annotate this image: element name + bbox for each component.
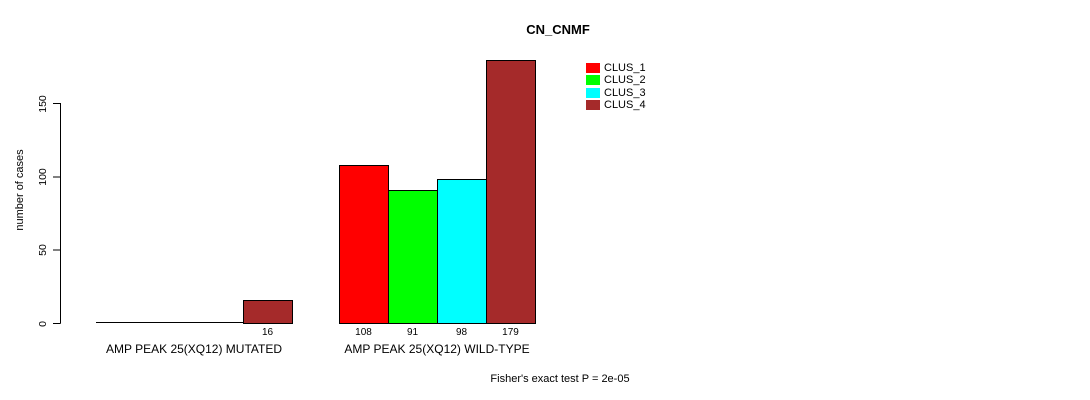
y-axis-label: number of cases xyxy=(14,149,26,231)
bar-clus_1-group2 xyxy=(339,165,389,324)
annotation-text: Fisher's exact test P = 2e-05 xyxy=(490,373,630,385)
legend-label: CLUS_4 xyxy=(604,99,646,112)
legend-label: CLUS_2 xyxy=(604,74,646,87)
legend-label: CLUS_3 xyxy=(604,86,646,99)
legend-label: CLUS_1 xyxy=(604,62,646,75)
bar-value-label: 179 xyxy=(502,327,519,338)
legend-swatch-icon xyxy=(586,87,600,98)
legend-item-clus_2: CLUS_2 xyxy=(586,74,646,86)
bar-value-label: 108 xyxy=(355,327,372,338)
bar-clus_4-group1 xyxy=(243,300,293,324)
bar-value-label: 98 xyxy=(455,327,468,338)
y-tick-label: 0 xyxy=(37,320,49,327)
legend-item-clus_1: CLUS_1 xyxy=(586,62,646,74)
legend-swatch-icon xyxy=(586,100,600,111)
bar-clus_3-group2 xyxy=(437,179,487,324)
category-label-mutated: AMP PEAK 25(XQ12) MUTATED xyxy=(105,342,283,356)
legend: CLUS_1 CLUS_2 CLUS_3 CLUS_4 xyxy=(586,62,646,111)
y-tick-label: 100 xyxy=(37,168,49,186)
legend-item-clus_3: CLUS_3 xyxy=(586,87,646,99)
bar-clus_2-group2 xyxy=(388,190,438,324)
bar-value-label: 16 xyxy=(261,327,274,338)
legend-swatch-icon xyxy=(586,63,600,74)
chart-title: CN_CNMF xyxy=(526,22,590,37)
y-tick-label: 150 xyxy=(37,94,49,113)
y-tick-label: 50 xyxy=(37,244,49,256)
bar-value-label: 91 xyxy=(406,327,419,338)
category-label-wild-type: AMP PEAK 25(XQ12) WILD-TYPE xyxy=(344,342,530,356)
legend-swatch-icon xyxy=(586,75,600,86)
bar-clus_4-group2 xyxy=(486,60,536,324)
legend-item-clus_4: CLUS_4 xyxy=(586,99,646,111)
